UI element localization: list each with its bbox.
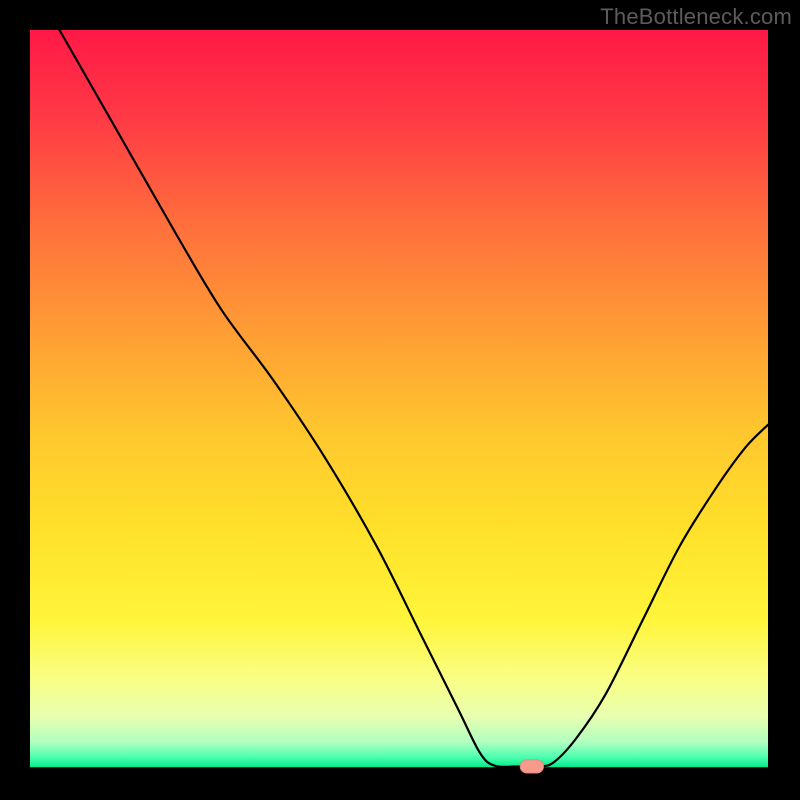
optimal-marker: [520, 760, 544, 773]
bottleneck-chart: [0, 0, 800, 800]
chart-container: TheBottleneck.com: [0, 0, 800, 800]
watermark-label: TheBottleneck.com: [600, 4, 792, 30]
chart-background: [30, 30, 768, 768]
